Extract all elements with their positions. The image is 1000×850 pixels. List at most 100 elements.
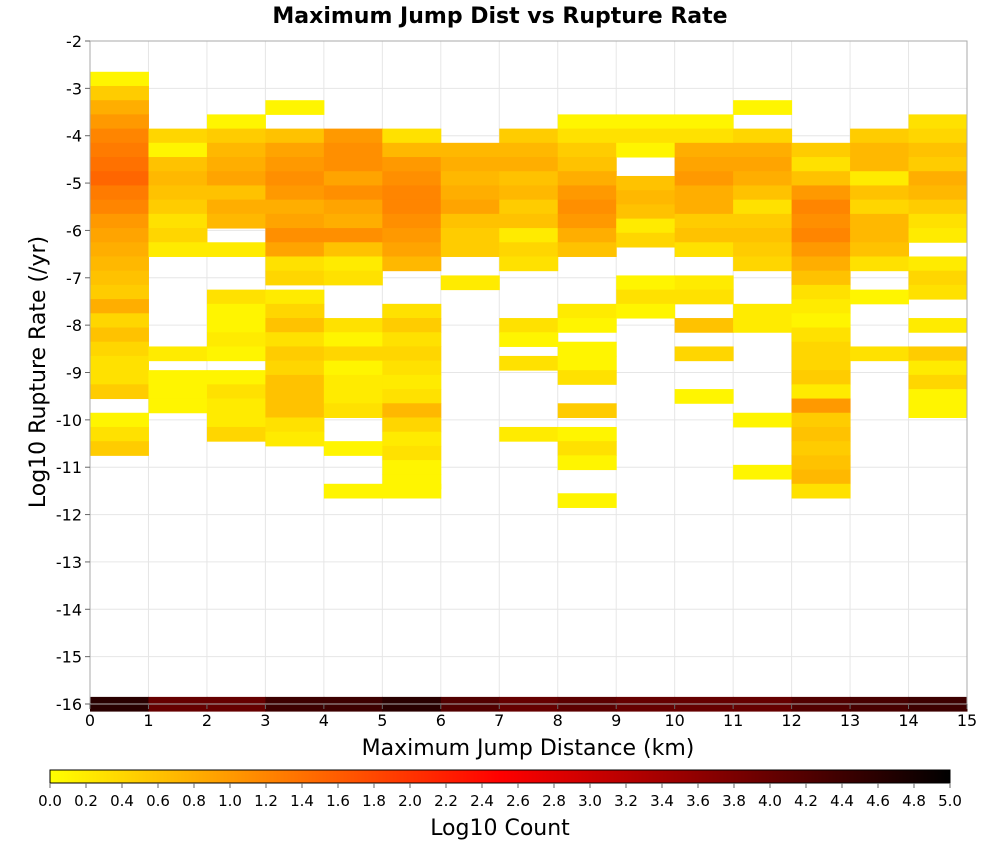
heatmap-cell [616,275,676,291]
heatmap-cell [206,199,266,215]
heatmap-cell [265,374,325,390]
heatmap-cell [148,157,208,172]
heatmap-cell [90,114,149,130]
heatmap-cell [382,185,442,201]
heatmap-cell [791,185,851,201]
heatmap-cell [791,299,851,314]
x-tick-label: 2 [202,711,212,730]
heatmap-cell [791,370,851,385]
y-tick-label: -13 [56,553,82,572]
heatmap-cell [557,493,617,508]
heatmap-cell [265,403,325,418]
heatmap-cell [791,284,851,300]
heatmap-cell [323,142,383,158]
heatmap-cell [265,242,325,257]
heatmap-cell [616,218,676,234]
heatmap-cell [206,318,266,333]
heatmap-cell [733,185,793,201]
heatmap-cell [440,185,500,201]
heatmap-cell [323,199,383,215]
heatmap-cell [733,171,793,186]
heatmap-cell [499,142,559,158]
heatmap-cell [323,318,383,333]
heatmap-cell [382,228,442,243]
heatmap-cell [499,228,559,243]
heatmap-cell [206,398,266,414]
heatmap-cell [908,213,968,229]
colorbar-tick-label: 2.6 [506,792,530,810]
x-tick-label: 1 [143,711,153,730]
y-tick-label: -8 [66,316,82,335]
colorbar-tick-label: 0.6 [146,792,170,810]
heatmap-cell [90,355,149,371]
heatmap-cell [148,370,208,385]
heatmap-cell [382,171,442,186]
heatmap-cell [265,128,325,144]
heatmap-cell [382,332,442,347]
heatmap-cell [382,460,442,475]
heatmap-cell [323,360,383,376]
heatmap-cell [499,157,559,172]
heatmap-cell [499,318,559,333]
heatmap-cell [206,346,266,362]
heatmap-cell [148,128,208,144]
heatmap-cell [265,157,325,172]
heatmap-cell [557,355,617,371]
heatmap-cell [499,332,559,347]
colorbar-tick-label: 3.8 [722,792,746,810]
y-tick-label: -14 [56,600,82,619]
y-tick-label: -9 [66,364,82,383]
heatmap-cell [90,71,149,87]
colorbar-label: Log10 Count [430,816,570,841]
heatmap-cell [499,171,559,186]
colorbar-tick-label: 1.4 [290,792,314,810]
heatmap-cell [557,303,617,319]
heatmap-cell [733,213,793,229]
heatmap-cell [557,370,617,385]
x-tick-label: 6 [436,711,446,730]
heatmap-cell [206,142,266,158]
heatmap-cell [791,213,851,229]
heatmap-cell [382,360,442,376]
heatmap-cell [733,199,793,215]
heatmap-cell [616,289,676,305]
heatmap-cell [323,483,383,499]
heatmap-cell [382,431,442,447]
heatmap-cell [674,114,734,130]
heatmap-cell [674,157,734,172]
heatmap-cell [908,142,968,158]
y-tick-label: -10 [56,411,82,430]
x-axis-ticks: 0 1 2 3 4 5 6 7 8 9 10 11 12 13 14 15 [85,704,977,730]
heatmap-cell [908,403,968,418]
heatmap-cell [90,242,149,257]
x-tick-label: 15 [957,711,977,730]
heatmap-cell [265,142,325,158]
heatmap-cell [791,483,851,499]
heatmap-cell [382,374,442,390]
colorbar-tick-label: 4.0 [758,792,782,810]
heatmap-cell [557,128,617,144]
heatmap-cell [791,341,851,357]
heatmap-cell [499,256,559,272]
heatmap-cell [90,199,149,215]
heatmap-cell [90,341,149,357]
heatmap-cell [674,171,734,186]
heatmap-cell [850,185,910,201]
colorbar-tick-label: 3.0 [578,792,602,810]
heatmap-cell [323,332,383,347]
heatmap-cell [382,389,442,404]
heatmap-cell [850,213,910,229]
heatmap-cell [148,242,208,257]
heatmap-cell [791,469,851,485]
heatmap-cell [206,185,266,201]
colorbar-tick-label: 2.0 [398,792,422,810]
heatmap-cell [265,228,325,243]
heatmap-cell [791,327,851,343]
heatmap-cell [499,185,559,201]
heatmap-cell [908,360,968,376]
heatmap-cell [908,346,968,362]
heatmap-cell [90,100,149,115]
heatmap-cell [557,341,617,357]
heatmap-cell [323,213,383,229]
heatmap-cell [733,242,793,257]
